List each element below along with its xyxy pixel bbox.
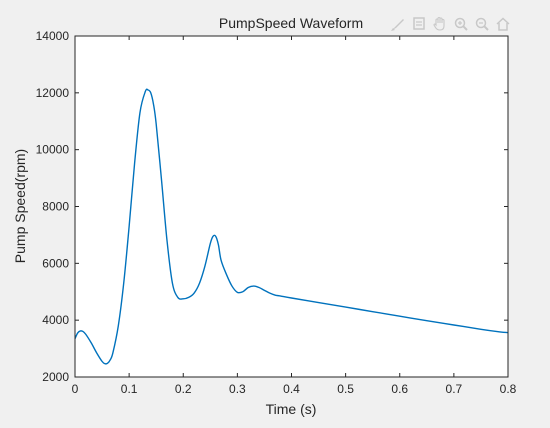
axes-background bbox=[75, 36, 508, 377]
x-tick-label: 0.1 bbox=[121, 382, 138, 396]
series-layer bbox=[74, 88, 509, 365]
home-icon[interactable] bbox=[493, 14, 512, 34]
datatip-icon[interactable] bbox=[409, 14, 428, 34]
y-tick-label: 6000 bbox=[42, 256, 69, 270]
x-tick-label: 0.6 bbox=[391, 382, 408, 396]
x-tick-label: 0.7 bbox=[446, 382, 463, 396]
ticks-layer: 0 0.1 0.2 0.3 0.4 0.5 0.6 0.7 0.8 2000 4000 6000 800… bbox=[36, 29, 517, 396]
series-line bbox=[74, 88, 509, 365]
y-tick-label: 8000 bbox=[42, 200, 69, 214]
pan-hand-icon[interactable] bbox=[430, 14, 449, 34]
x-tick-label: 0.4 bbox=[283, 382, 300, 396]
x-tick-label: 0.5 bbox=[337, 382, 354, 396]
x-tick-label: 0.8 bbox=[500, 382, 517, 396]
zoom-in-icon[interactable] bbox=[451, 14, 470, 34]
x-tick-label: 0.3 bbox=[229, 382, 246, 396]
axes-box bbox=[74, 35, 509, 378]
x-axis-label: Time (s) bbox=[266, 401, 317, 417]
y-tick-label: 2000 bbox=[42, 370, 69, 384]
y-axis-label: Pump Speed(rpm) bbox=[12, 149, 28, 263]
y-tick-label: 10000 bbox=[36, 143, 70, 157]
x-tick-label: 0.2 bbox=[175, 382, 192, 396]
x-tick-label: 0 bbox=[72, 382, 79, 396]
chart-title: PumpSpeed Waveform bbox=[219, 15, 363, 31]
brush-icon[interactable] bbox=[388, 14, 407, 34]
y-tick-label: 4000 bbox=[42, 313, 69, 327]
zoom-out-icon[interactable] bbox=[472, 14, 491, 34]
y-tick-label: 12000 bbox=[36, 86, 70, 100]
axes-toolbar bbox=[388, 13, 512, 35]
y-tick-label: 14000 bbox=[36, 29, 70, 43]
